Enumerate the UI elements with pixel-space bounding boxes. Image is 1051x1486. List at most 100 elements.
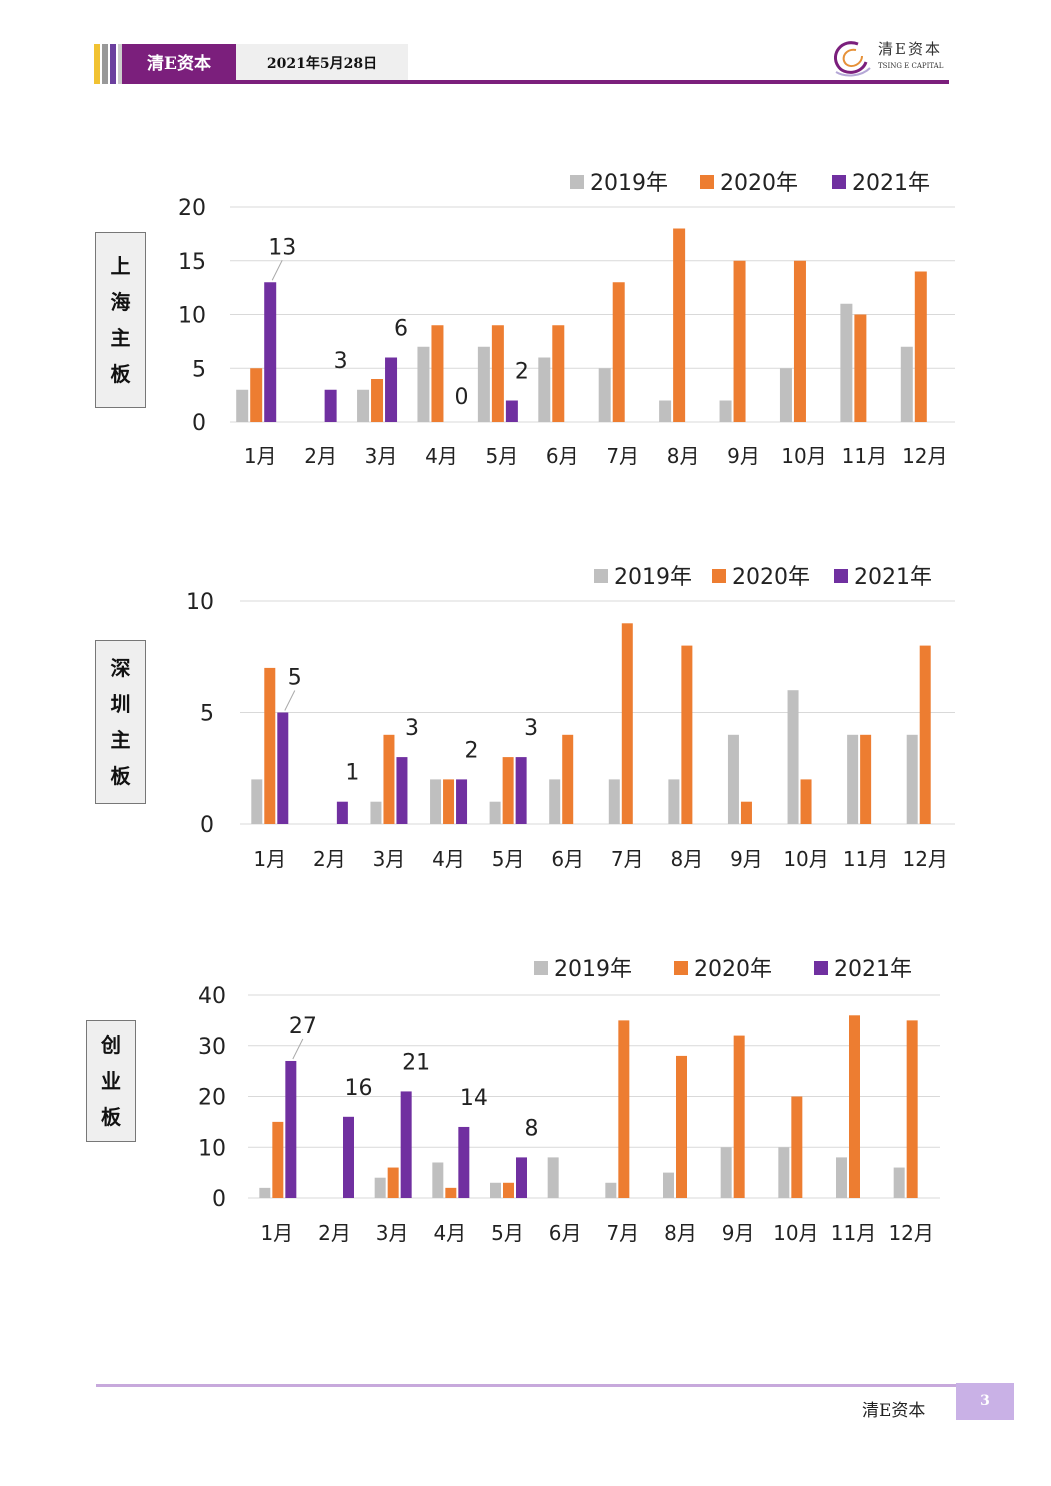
side-label-char: 圳 bbox=[110, 692, 131, 716]
bar-2020年-3月 bbox=[371, 379, 384, 422]
logo-text-cn: 清E资本 bbox=[878, 40, 942, 58]
bar-2019年-12月 bbox=[893, 1167, 905, 1198]
bar-2019年-12月 bbox=[906, 734, 918, 824]
y-tick-label: 5 bbox=[200, 702, 214, 727]
x-tick-label: 6月 bbox=[551, 847, 584, 871]
bar-2019年-6月 bbox=[538, 357, 551, 422]
bar-2019年-1月 bbox=[259, 1187, 271, 1198]
bar-2020年-5月 bbox=[502, 757, 514, 824]
x-tick-label: 1月 bbox=[253, 847, 286, 871]
bar-2019年-3月 bbox=[357, 389, 370, 422]
bar-2020年-9月 bbox=[740, 801, 752, 824]
bar-2021年-1月 bbox=[277, 712, 289, 824]
bar-2020年-1月 bbox=[264, 667, 276, 824]
x-tick-label: 10月 bbox=[773, 1221, 818, 1245]
x-tick-label: 5月 bbox=[486, 444, 519, 468]
data-label: 8 bbox=[525, 1116, 539, 1141]
x-tick-label: 3月 bbox=[376, 1221, 409, 1245]
bar-2019年-8月 bbox=[668, 779, 680, 824]
side-label-char: 主 bbox=[110, 728, 131, 752]
bar-2020年-8月 bbox=[673, 228, 686, 422]
bar-2019年-6月 bbox=[549, 779, 561, 824]
y-tick-label: 5 bbox=[192, 357, 206, 382]
page-number: 3 bbox=[956, 1383, 1014, 1420]
x-tick-label: 12月 bbox=[902, 444, 947, 468]
bar-2020年-7月 bbox=[621, 623, 633, 824]
x-tick-label: 3月 bbox=[365, 444, 398, 468]
legend-label: 2021年 bbox=[854, 565, 932, 590]
bar-2021年-1月 bbox=[285, 1060, 297, 1198]
legend-swatch bbox=[814, 961, 828, 975]
bar-2019年-4月 bbox=[432, 1162, 444, 1198]
header-rule bbox=[236, 80, 949, 84]
x-tick-label: 9月 bbox=[727, 444, 760, 468]
x-tick-label: 3月 bbox=[373, 847, 406, 871]
bar-2021年-1月 bbox=[264, 282, 277, 422]
x-tick-label: 9月 bbox=[730, 847, 763, 871]
data-label: 2 bbox=[515, 360, 529, 385]
bar-2019年-3月 bbox=[374, 1177, 386, 1198]
bar-2019年-5月 bbox=[477, 346, 490, 422]
chart-side-label-shenzhen: 深圳主板 bbox=[95, 640, 146, 804]
chart-side-label-shanghai: 上海主板 bbox=[95, 232, 146, 408]
y-tick-label: 10 bbox=[178, 304, 206, 329]
data-label: 14 bbox=[460, 1086, 488, 1111]
bar-2019年-10月 bbox=[778, 1147, 790, 1198]
footer-rule bbox=[96, 1384, 958, 1387]
bar-2019年-10月 bbox=[787, 690, 799, 824]
side-label-char: 深 bbox=[110, 656, 131, 680]
legend-label: 2020年 bbox=[694, 957, 772, 982]
bar-2021年-4月 bbox=[456, 779, 468, 824]
bar-2019年-6月 bbox=[547, 1157, 559, 1198]
legend-label: 2020年 bbox=[732, 565, 810, 590]
bar-2020年-12月 bbox=[919, 645, 931, 824]
data-label: 27 bbox=[289, 1014, 317, 1039]
bar-2019年-5月 bbox=[490, 1182, 501, 1198]
legend-label: 2020年 bbox=[720, 171, 798, 196]
bar-2019年-8月 bbox=[663, 1172, 674, 1198]
bar-2019年-5月 bbox=[489, 801, 501, 824]
x-tick-label: 10月 bbox=[781, 444, 826, 468]
x-tick-label: 5月 bbox=[491, 1221, 524, 1245]
bar-2021年-2月 bbox=[324, 389, 337, 422]
bar-2020年-8月 bbox=[676, 1055, 687, 1198]
y-tick-label: 30 bbox=[198, 1035, 226, 1060]
x-tick-label: 7月 bbox=[606, 444, 639, 468]
bar-2019年-9月 bbox=[727, 734, 739, 824]
bar-2021年-3月 bbox=[385, 357, 398, 422]
data-label: 3 bbox=[405, 716, 419, 741]
header-brand: 清E资本 bbox=[122, 44, 236, 84]
x-tick-label: 4月 bbox=[433, 1221, 466, 1245]
bar-2019年-7月 bbox=[605, 1182, 617, 1198]
logo-text-en: TSING E CAPITAL bbox=[878, 62, 944, 70]
x-tick-label: 9月 bbox=[722, 1221, 755, 1245]
bar-2021年-5月 bbox=[515, 757, 527, 824]
bar-2019年-11月 bbox=[840, 303, 853, 422]
legend-label: 2019年 bbox=[590, 171, 668, 196]
side-label-char: 主 bbox=[110, 326, 131, 350]
side-label-char: 板 bbox=[101, 1105, 121, 1129]
gray-stripe bbox=[102, 44, 108, 84]
bar-2020年-10月 bbox=[800, 779, 812, 824]
x-tick-label: 2月 bbox=[304, 444, 337, 468]
bar-2019年-9月 bbox=[719, 400, 732, 422]
legend-swatch bbox=[594, 569, 608, 583]
data-label: 13 bbox=[268, 235, 296, 260]
x-tick-label: 7月 bbox=[611, 847, 644, 871]
header-date: 2021年5月28日 bbox=[236, 44, 408, 84]
legend-swatch bbox=[674, 961, 688, 975]
y-tick-label: 0 bbox=[200, 813, 214, 838]
bar-2019年-4月 bbox=[417, 346, 430, 422]
data-label: 5 bbox=[288, 666, 302, 691]
light-stripe bbox=[118, 44, 124, 84]
x-tick-label: 10月 bbox=[783, 847, 828, 871]
data-label: 3 bbox=[524, 716, 538, 741]
legend-swatch bbox=[700, 175, 714, 189]
x-tick-label: 6月 bbox=[546, 444, 579, 468]
side-label-char: 海 bbox=[110, 290, 131, 314]
bar-2021年-2月 bbox=[336, 801, 348, 824]
side-label-char: 板 bbox=[110, 764, 131, 788]
bar-2020年-10月 bbox=[793, 260, 806, 422]
bar-2020年-11月 bbox=[860, 734, 872, 824]
x-tick-label: 4月 bbox=[425, 444, 458, 468]
